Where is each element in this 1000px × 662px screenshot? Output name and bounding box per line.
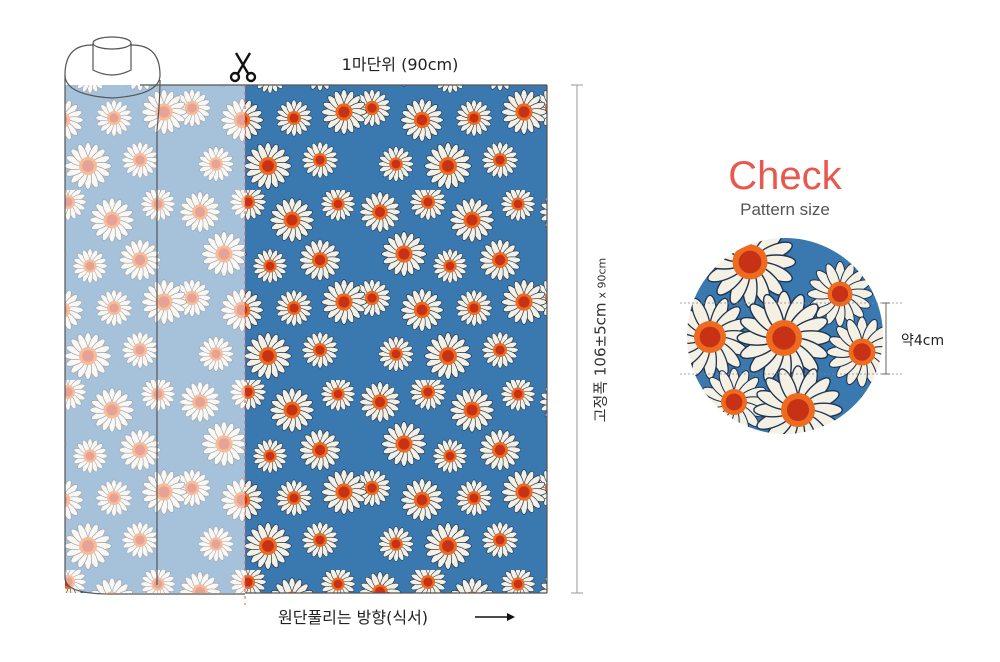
pattern-measure-guides: [680, 302, 902, 375]
check-subtitle: Pattern size: [740, 200, 830, 219]
scissors-icon: [229, 52, 257, 83]
fabric-roll-outline: [64, 44, 548, 595]
direction-label: 원단풀리는 방향(식서): [278, 608, 429, 627]
height-dimension: [571, 84, 583, 594]
pattern-measure-bracket: [882, 302, 890, 375]
width-main: 고정폭 106±5cm: [591, 302, 610, 423]
width-label: 고정폭 106±5cm x 90cm: [590, 258, 611, 423]
width-sub: x 90cm: [595, 257, 609, 299]
check-title: Check: [728, 154, 842, 198]
fabric-roll-overlay: [65, 75, 245, 595]
roll-spool: [92, 36, 132, 76]
pattern-zoom-circle: [687, 238, 883, 434]
pattern-size-measure: 약4cm: [901, 333, 945, 349]
unit-label: 1마단위 (90cm): [341, 55, 459, 74]
arrow-right-icon: [475, 613, 515, 621]
